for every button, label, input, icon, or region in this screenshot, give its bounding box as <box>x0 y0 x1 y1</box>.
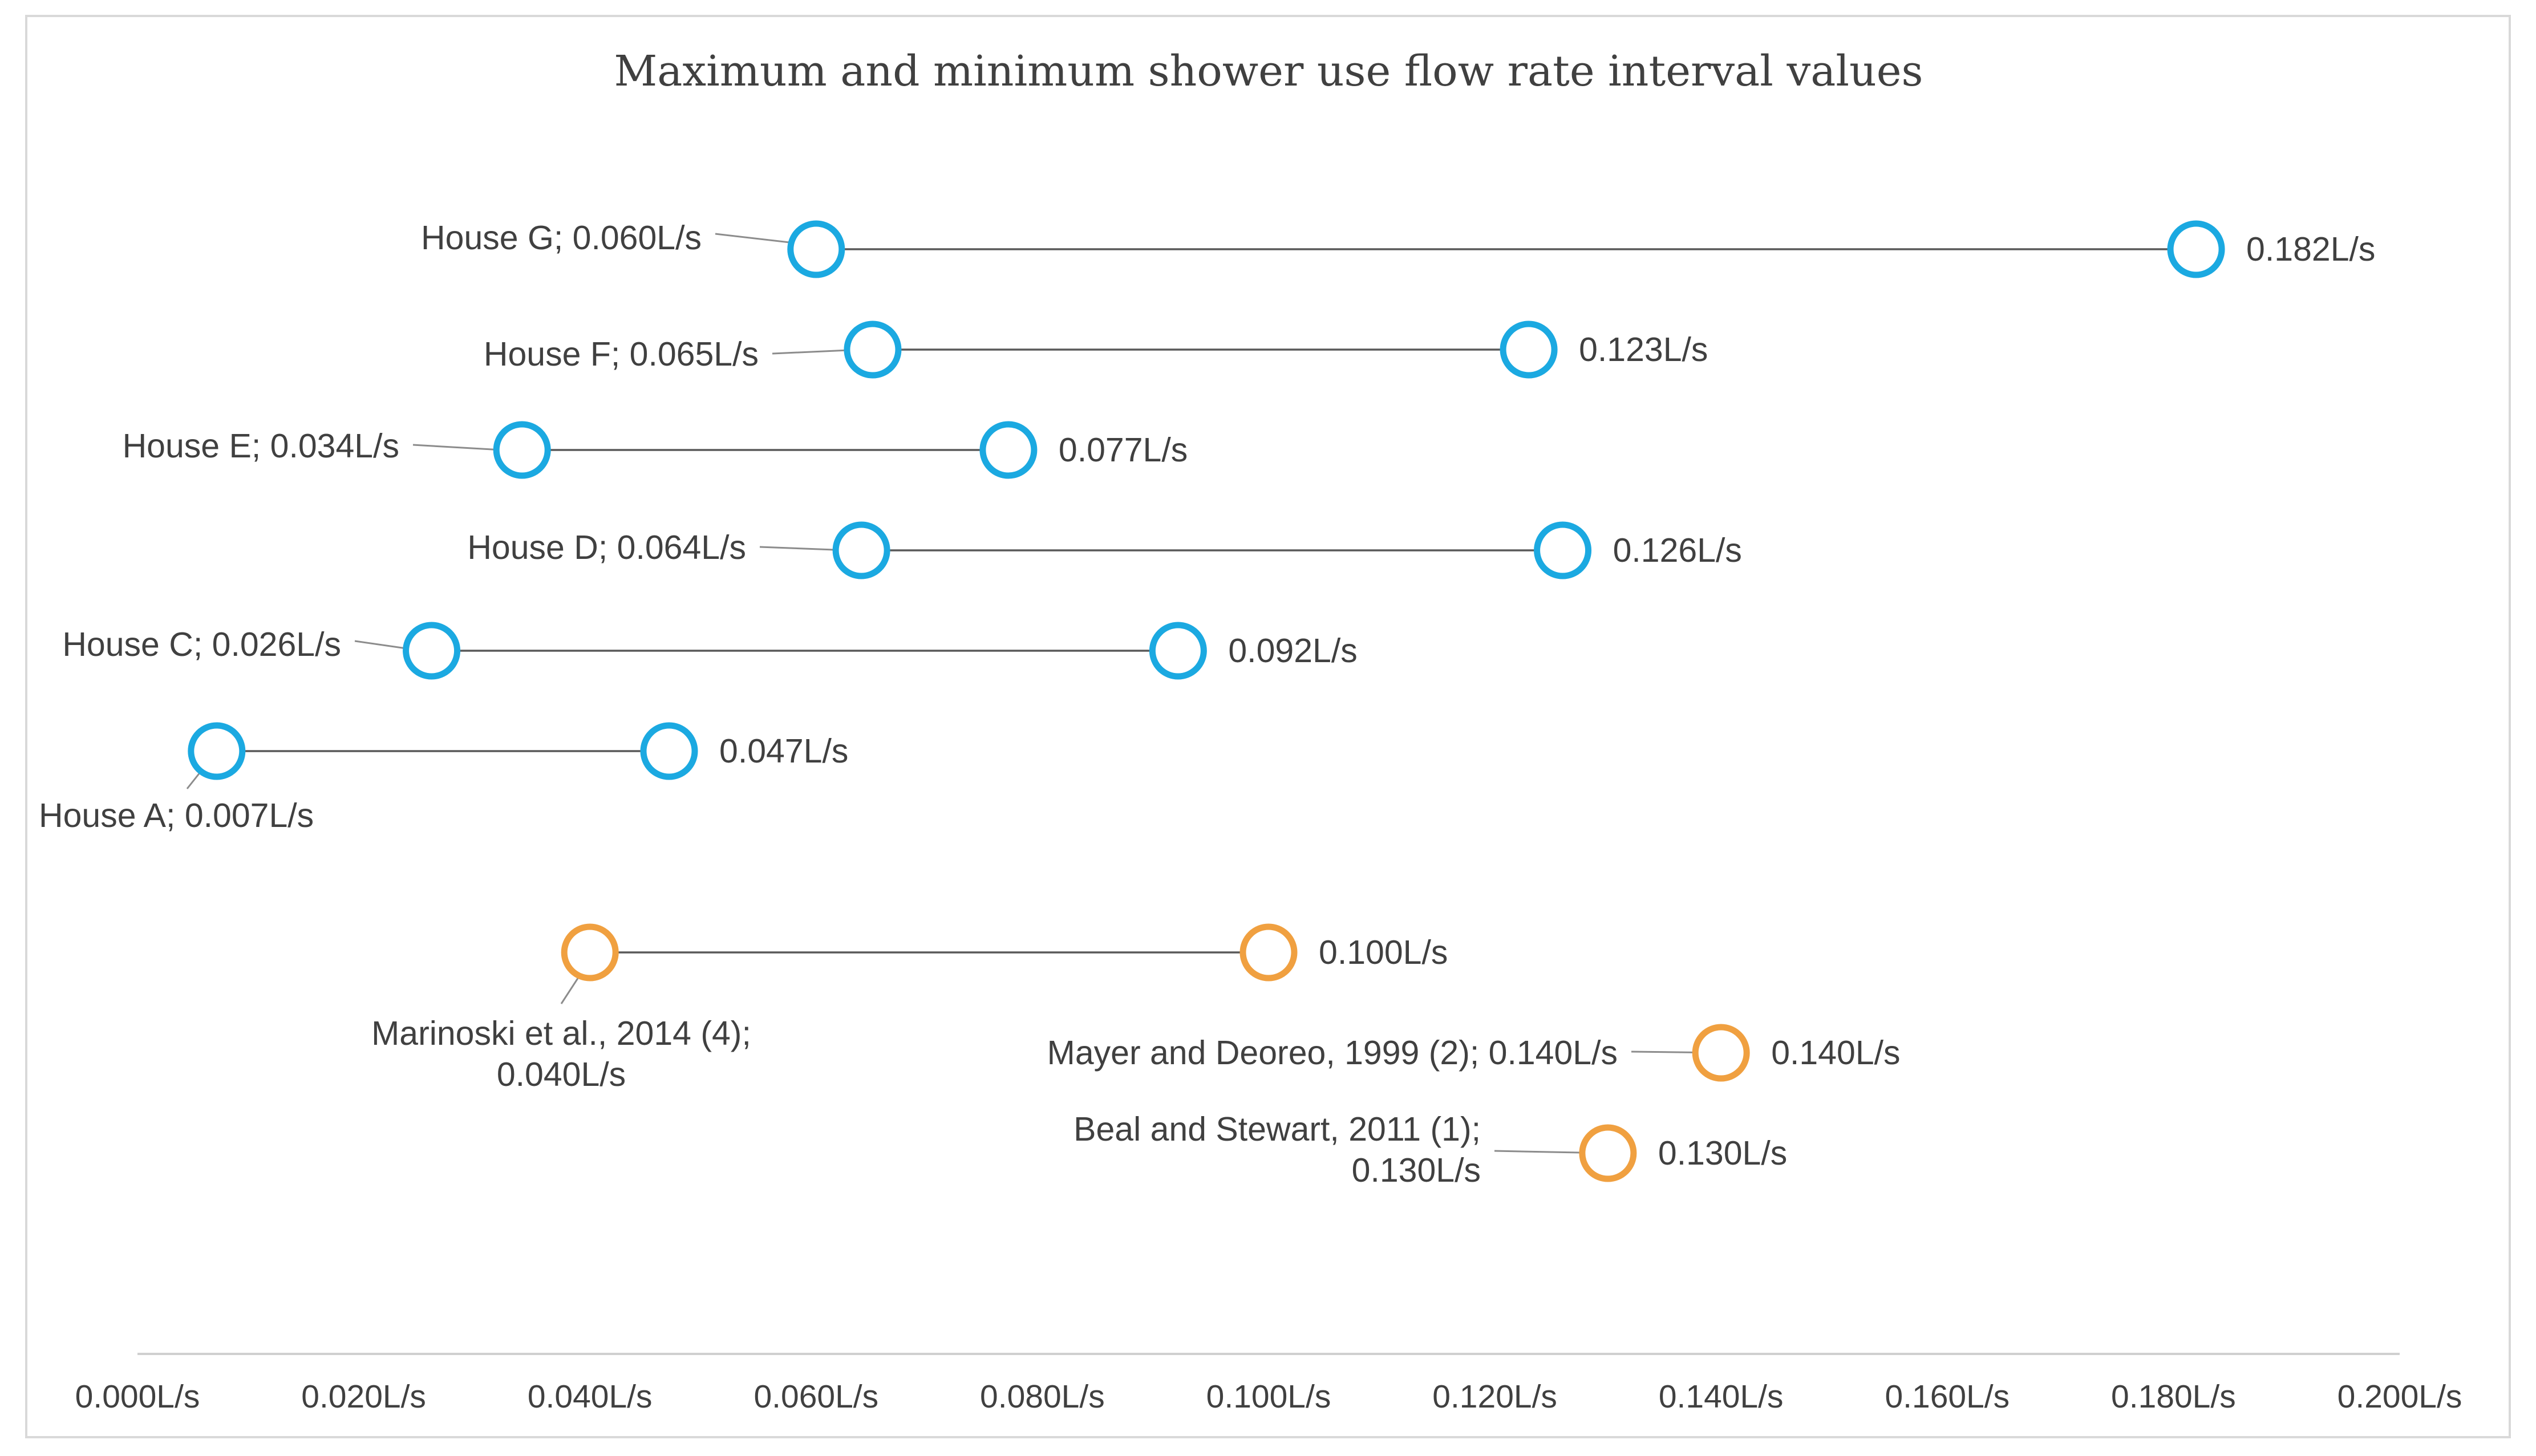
x-tick-label-0: 0.000L/s <box>75 1378 200 1415</box>
house-f-min-label: House F; 0.065L/s <box>484 335 759 373</box>
x-tick-label-5: 0.100L/s <box>1206 1378 1331 1415</box>
x-tick-label-3: 0.060L/s <box>753 1378 878 1415</box>
house-e-max-marker <box>979 421 1038 479</box>
marinoski-max-marker <box>1239 923 1298 982</box>
mayer-min-label: Mayer and Deoreo, 1999 (2); 0.140L/s <box>1047 1034 1618 1072</box>
x-tick-label-6: 0.120L/s <box>1432 1378 1557 1415</box>
x-tick-label-10: 0.200L/s <box>2338 1378 2462 1415</box>
house-e-leader-line <box>412 444 503 451</box>
house-g-max-marker <box>2167 220 2225 278</box>
chart-frame <box>25 15 2511 1438</box>
house-g-min-marker <box>787 220 845 278</box>
house-d-max-marker <box>1534 521 1592 579</box>
mayer-min-marker <box>1692 1024 1750 1082</box>
house-c-max-marker <box>1149 622 1207 680</box>
house-e-min-marker <box>493 421 551 479</box>
mayer-max-label: 0.140L/s <box>1771 1034 1900 1072</box>
house-g-min-label: House G; 0.060L/s <box>421 219 702 257</box>
x-tick-label-7: 0.140L/s <box>1659 1378 1784 1415</box>
house-f-max-label: 0.123L/s <box>1579 331 1708 368</box>
house-f-min-marker <box>844 321 902 379</box>
x-tick-label-2: 0.040L/s <box>528 1378 653 1415</box>
x-tick-label-9: 0.180L/s <box>2111 1378 2236 1415</box>
house-f-max-marker <box>1500 321 1558 379</box>
house-c-min-marker <box>403 622 461 680</box>
house-d-min-marker <box>832 521 890 579</box>
marinoski-min-label: Marinoski et al., 2014 (4); <box>371 1015 751 1052</box>
house-a-max-label: 0.047L/s <box>719 732 848 770</box>
x-tick-label-1: 0.020L/s <box>301 1378 426 1415</box>
house-a-max-marker <box>640 722 698 780</box>
house-e-max-label: 0.077L/s <box>1059 431 1188 469</box>
marinoski-min-label-line2: 0.040L/s <box>497 1056 626 1093</box>
plot-area: 0.000L/s 0.020L/s 0.040L/s 0.060L/s 0.080L/s… <box>39 219 2462 1415</box>
beal-min-label: Beal and Stewart, 2011 (1); <box>1073 1110 1481 1148</box>
beal-min-label-line2: 0.130L/s <box>1352 1151 1481 1189</box>
house-d-max-label: 0.126L/s <box>1613 532 1742 569</box>
house-a-min-label: House A; 0.007L/s <box>39 797 314 834</box>
chart-title: Maximum and minimum shower use flow rate… <box>614 47 1923 96</box>
marinoski-min-marker <box>561 923 619 982</box>
house-g-max-label: 0.182L/s <box>2246 230 2375 268</box>
house-c-min-label: House C; 0.026L/s <box>62 626 341 663</box>
house-a-min-marker <box>188 722 246 780</box>
beal-min-marker <box>1579 1124 1637 1182</box>
x-tick-label-8: 0.160L/s <box>1885 1378 2010 1415</box>
house-d-min-label: House D; 0.064L/s <box>467 529 746 566</box>
house-e-min-label: House E; 0.034L/s <box>123 427 399 465</box>
beal-max-label: 0.130L/s <box>1658 1134 1787 1172</box>
house-c-max-label: 0.092L/s <box>1228 632 1357 670</box>
x-tick-label-4: 0.080L/s <box>980 1378 1105 1415</box>
marinoski-max-label: 0.100L/s <box>1319 934 1448 971</box>
